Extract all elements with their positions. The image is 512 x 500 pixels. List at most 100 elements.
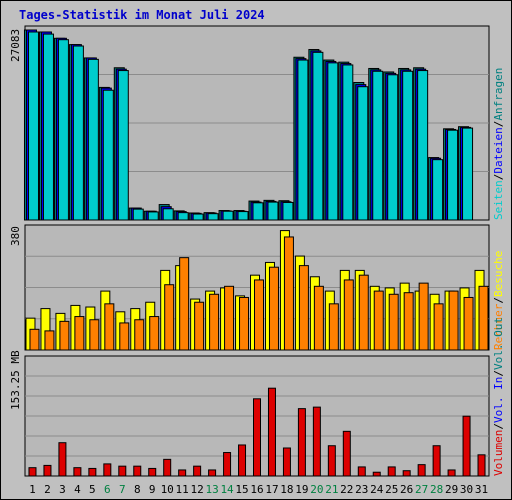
bar-volume-day-12 — [193, 465, 202, 477]
bar-volume-day-22 — [342, 430, 351, 477]
bar-rechner-day-27 — [418, 282, 429, 351]
bar-seiten-day-2 — [42, 33, 54, 221]
x-tick-day-16: 16 — [250, 483, 263, 496]
bar-seiten-day-28 — [432, 159, 444, 221]
legend-bottom: Volumen/Vol. In/Vol. Out — [492, 317, 505, 476]
x-tick-day-1: 1 — [29, 483, 36, 496]
bar-rechner-day-14 — [224, 285, 235, 351]
bar-rechner-day-29 — [448, 290, 459, 351]
bar-seiten-day-23 — [357, 86, 369, 221]
legend-top-seiten: Seiten — [492, 180, 505, 220]
x-tick-day-27: 27 — [415, 483, 428, 496]
bar-rechner-day-6 — [104, 303, 115, 351]
top-panel-max-label: 27083 — [9, 29, 22, 62]
bar-seiten-day-21 — [327, 62, 339, 221]
bar-seiten-day-22 — [342, 64, 354, 221]
bar-rechner-day-20 — [313, 285, 324, 351]
x-tick-day-29: 29 — [445, 483, 458, 496]
bar-seiten-day-6 — [102, 89, 114, 221]
bar-rechner-day-25 — [388, 293, 399, 351]
x-tick-day-30: 30 — [460, 483, 473, 496]
bar-rechner-day-24 — [373, 290, 384, 351]
bar-volume-day-20 — [312, 406, 321, 477]
legend-bottom-separator: / — [492, 423, 505, 430]
bar-volume-day-28 — [432, 445, 441, 477]
middle-panel-max-label: 380 — [9, 226, 22, 246]
bar-volume-day-10 — [163, 458, 172, 477]
legend-middle-rechner: Rechner — [492, 303, 505, 350]
bar-seiten-day-25 — [387, 74, 399, 221]
legend-middle: Rechner/Besuche — [492, 251, 505, 350]
bar-volume-day-26 — [402, 470, 411, 477]
bar-seiten-day-20 — [312, 51, 324, 221]
bar-seiten-day-9 — [147, 211, 159, 221]
legend-bottom-separator: / — [492, 370, 505, 377]
x-tick-day-9: 9 — [149, 483, 156, 496]
bar-seiten-day-3 — [57, 39, 69, 221]
bar-volume-day-15 — [238, 444, 247, 477]
legend-top-separator: / — [492, 174, 505, 181]
bar-seiten-day-19 — [297, 59, 309, 221]
bar-seiten-day-10 — [162, 208, 174, 221]
x-tick-day-5: 5 — [89, 483, 96, 496]
bar-seiten-day-14 — [222, 210, 234, 221]
bar-rechner-day-3 — [59, 320, 70, 351]
bar-seiten-day-16 — [252, 202, 264, 221]
x-tick-day-3: 3 — [59, 483, 66, 496]
x-tick-day-7: 7 — [119, 483, 126, 496]
bar-seiten-day-15 — [237, 211, 249, 221]
bar-volume-day-7 — [118, 465, 127, 477]
bar-seiten-day-27 — [417, 70, 429, 221]
bar-rechner-day-23 — [358, 274, 369, 351]
bar-volume-day-13 — [208, 469, 217, 477]
x-tick-day-14: 14 — [220, 483, 234, 496]
bar-volume-day-24 — [372, 471, 381, 477]
legend-top: Seiten/Dateien/Anfragen — [492, 68, 505, 220]
legend-bottom-vol-in: Vol. In — [492, 377, 505, 423]
bar-volume-day-17 — [267, 387, 276, 477]
bar-volume-day-16 — [253, 398, 261, 477]
bar-rechner-day-11 — [179, 257, 190, 351]
x-tick-day-31: 31 — [475, 483, 488, 496]
bar-seiten-day-7 — [117, 70, 129, 221]
bar-seiten-day-5 — [87, 58, 99, 221]
bar-volume-day-3 — [58, 442, 67, 477]
x-tick-day-12: 12 — [191, 483, 204, 496]
bar-rechner-day-1 — [29, 328, 40, 351]
bar-seiten-day-18 — [282, 201, 294, 221]
x-tick-day-19: 19 — [295, 483, 308, 496]
bar-rechner-day-5 — [89, 319, 100, 351]
bar-rechner-day-15 — [239, 296, 250, 351]
legend-top-anfragen: Anfragen — [492, 68, 505, 121]
bar-volume-day-4 — [73, 467, 82, 477]
bar-volume-day-11 — [178, 469, 187, 477]
bar-volume-day-18 — [282, 447, 291, 477]
x-tick-day-20: 20 — [310, 483, 323, 496]
bar-rechner-day-19 — [298, 265, 309, 351]
bottom-panel-max-label: 153.25 MB — [9, 350, 22, 410]
x-tick-day-21: 21 — [325, 483, 338, 496]
bar-seiten-day-30 — [462, 127, 474, 221]
legend-bottom-volumen: Volumen — [492, 430, 505, 476]
x-tick-day-4: 4 — [74, 483, 81, 496]
bar-seiten-day-24 — [372, 70, 384, 221]
bar-rechner-day-4 — [74, 316, 85, 351]
x-tick-day-26: 26 — [400, 483, 413, 496]
bar-rechner-day-26 — [403, 292, 414, 351]
bar-volume-day-21 — [327, 445, 336, 477]
bar-volume-day-2 — [43, 464, 52, 477]
legend-middle-separator: / — [492, 297, 505, 304]
x-tick-day-13: 13 — [205, 483, 218, 496]
bar-volume-day-8 — [133, 465, 142, 477]
bar-rechner-day-7 — [119, 322, 130, 351]
bar-seiten-day-8 — [132, 208, 144, 221]
x-tick-day-23: 23 — [355, 483, 368, 496]
bar-rechner-day-21 — [328, 303, 339, 351]
bar-seiten-day-4 — [72, 45, 84, 221]
bar-seiten-day-11 — [177, 212, 189, 221]
legend-middle-besuche: Besuche — [492, 251, 505, 297]
bar-rechner-day-22 — [343, 279, 354, 351]
bar-volume-day-31 — [477, 454, 486, 477]
bar-volume-day-25 — [387, 466, 396, 477]
